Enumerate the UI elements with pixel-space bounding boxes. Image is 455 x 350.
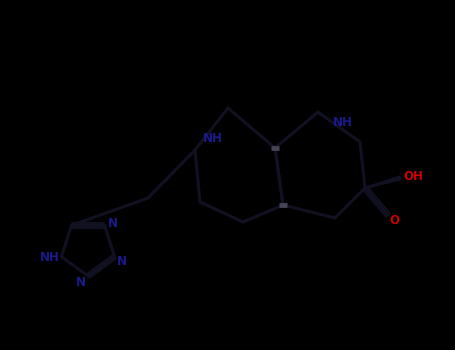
Text: NH: NH <box>333 117 353 130</box>
Text: OH: OH <box>403 169 423 182</box>
Text: N: N <box>107 217 117 230</box>
Text: N: N <box>76 275 86 288</box>
Text: O: O <box>389 214 399 226</box>
Text: NH: NH <box>203 132 223 145</box>
Polygon shape <box>365 176 400 188</box>
Text: NH: NH <box>40 251 59 264</box>
Text: N: N <box>116 255 126 268</box>
